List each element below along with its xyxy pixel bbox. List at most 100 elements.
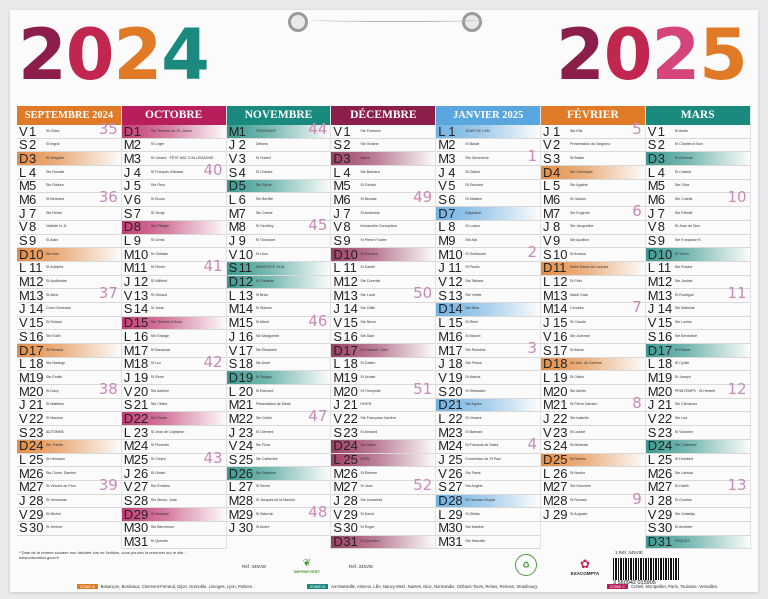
day-row: D 31 PÂQUES bbox=[645, 535, 750, 550]
day-number: 16 bbox=[343, 328, 358, 344]
week-number: 4 bbox=[527, 434, 537, 453]
day-number: 17 bbox=[552, 342, 568, 358]
saint-name: St Gérard · FÊTE NAT. D'ALLEMAGNE bbox=[150, 155, 214, 160]
weekday-letter: S bbox=[228, 356, 238, 372]
weekday-letter: M bbox=[542, 493, 554, 509]
day-row: S 21 Ste Céline bbox=[121, 398, 226, 413]
day-number: 25 bbox=[29, 452, 44, 467]
saint-name: St Gabin bbox=[569, 374, 584, 379]
saint-name: St Odilon bbox=[465, 169, 480, 174]
weekday-letter: J bbox=[123, 178, 131, 194]
saint-name: Cendres bbox=[569, 306, 584, 311]
months-grid: SEPTEMBRE 2024 V 1 St Gilles 35 S 2 St Ingrid D 3… bbox=[17, 106, 751, 550]
day-row: V 24 Ste Flora bbox=[226, 439, 331, 454]
footer: * Date de la rentrée scolaire non décidé… bbox=[17, 548, 751, 592]
day-row: M 14 St Sidoine bbox=[226, 302, 331, 317]
day-number: 10 bbox=[238, 246, 254, 262]
saint-name: Ste Isabelle bbox=[569, 415, 589, 420]
day-row: M 31 Ste Marcelle bbox=[436, 534, 540, 550]
day-number: 23 bbox=[448, 424, 463, 440]
day-row: M 15 St Albert 46 bbox=[226, 313, 331, 331]
weekday-letter: D bbox=[19, 246, 29, 262]
weekday-letter: M bbox=[333, 287, 345, 303]
day-number: 2 bbox=[343, 137, 351, 153]
weekday-letter: M bbox=[438, 534, 450, 550]
day-number: 10 bbox=[657, 246, 673, 262]
day-number: 7 bbox=[29, 205, 37, 221]
day-row: L 23 St Jean de Capistran bbox=[121, 424, 226, 440]
day-number: 16 bbox=[552, 328, 568, 344]
day-row: M 3 Ste Geneviève 1 bbox=[436, 149, 540, 167]
weekday-letter: D bbox=[228, 178, 238, 194]
weekday-letter: S bbox=[333, 137, 343, 153]
weekday-letter: J bbox=[19, 493, 26, 509]
day-number: 8 bbox=[657, 219, 666, 235]
weekday-letter: L bbox=[438, 123, 446, 139]
day-number: 20 bbox=[238, 383, 254, 399]
day-row: L 4 St Casimir bbox=[645, 165, 750, 180]
saint-name: St Wilfried bbox=[150, 279, 168, 284]
saint-name: Ste Thérèse de l'E.-Jésus bbox=[150, 128, 192, 133]
saint-name: St Blaise bbox=[569, 155, 585, 160]
saint-name: St Jérôme bbox=[46, 525, 63, 530]
day-row: V 29 St David bbox=[331, 508, 436, 522]
day-number: 5 bbox=[448, 178, 456, 194]
day-number: 24 bbox=[448, 438, 463, 454]
day-number: 13 bbox=[448, 287, 463, 303]
saint-name: St Edmond bbox=[255, 388, 274, 393]
zone-a: ZONE A Besançon, Bordeaux, Clermont-Ferr… bbox=[77, 584, 253, 589]
day-number: 6 bbox=[448, 191, 456, 207]
day-number: 16 bbox=[657, 328, 673, 344]
year-digit: 2 bbox=[651, 14, 700, 96]
weekday-letter: L bbox=[542, 465, 551, 481]
weekday-letter: M bbox=[438, 233, 450, 248]
day-row: M 26 St Étienne bbox=[331, 466, 436, 481]
month-column: SEPTEMBRE 2024 V 1 St Gilles 35 S 2 St Ingrid D 3… bbox=[17, 106, 122, 550]
saint-name: St Thomas d'Aquin bbox=[465, 498, 496, 503]
day-number: 2 bbox=[29, 137, 37, 153]
day-row: J 21 St Matthieu bbox=[17, 398, 121, 413]
saint-name: Ste Léa bbox=[674, 415, 688, 420]
saint-name: Mardi Gras bbox=[569, 292, 588, 297]
weekday-letter: M bbox=[333, 383, 345, 399]
day-row: V 15 St Roland bbox=[17, 316, 121, 331]
day-row: V 6 St Bruno bbox=[121, 193, 226, 208]
day-row: V 16 Ste Julienne bbox=[540, 328, 645, 344]
day-row: D 10 St Romaric bbox=[331, 247, 436, 262]
day-number: 29 bbox=[657, 506, 673, 522]
day-number: 20 bbox=[343, 383, 358, 399]
weekday-letter: J bbox=[228, 328, 236, 344]
day-row: J 29 St Auguste bbox=[540, 508, 645, 522]
saint-name: St Aubin bbox=[674, 128, 689, 133]
day-row: S 10 St Arnaud bbox=[540, 247, 645, 262]
saint-name: St Paulin bbox=[465, 265, 480, 270]
day-number: 6 bbox=[552, 191, 561, 207]
day-number: 12 bbox=[29, 274, 44, 290]
saint-name: St Modeste bbox=[569, 443, 589, 448]
day-number: 23 bbox=[133, 424, 149, 440]
saint-name: Ste Agathe bbox=[569, 183, 588, 188]
weekday-letter: L bbox=[228, 287, 236, 303]
saint-name: Ste Jacqueline bbox=[569, 224, 594, 229]
weekday-letter: M bbox=[19, 274, 30, 290]
day-row: S 23 St Armand bbox=[331, 425, 436, 440]
weekday-letter: V bbox=[228, 150, 238, 166]
day-number: 18 bbox=[448, 356, 463, 372]
zone-b-cities: Aix-Marseille, Amiens, Lille, Nancy-Metz… bbox=[330, 584, 539, 589]
day-number: 21 bbox=[552, 397, 568, 413]
saint-name: St Hubert bbox=[255, 155, 271, 160]
weekday-letter: M bbox=[542, 287, 554, 303]
day-row: V 15 Ste Louise bbox=[645, 316, 750, 331]
day-row: J 21 HIVER bbox=[331, 398, 436, 413]
saint-name: Ste Sylvie bbox=[255, 183, 272, 188]
day-number: 18 bbox=[552, 356, 568, 372]
weekday-letter: M bbox=[542, 397, 554, 413]
weekday-letter: S bbox=[123, 205, 133, 221]
day-row: L 26 St Nestor bbox=[540, 465, 645, 481]
day-row: J 2 Défunts bbox=[226, 138, 331, 153]
weekday-letter: M bbox=[647, 369, 659, 385]
saint-name: TOUSSAINT bbox=[255, 128, 277, 133]
day-number: 22 bbox=[238, 410, 254, 426]
saint-name: Sts Côme, Damien bbox=[46, 470, 77, 475]
day-row: J 5 Ste Fleur bbox=[121, 178, 226, 194]
